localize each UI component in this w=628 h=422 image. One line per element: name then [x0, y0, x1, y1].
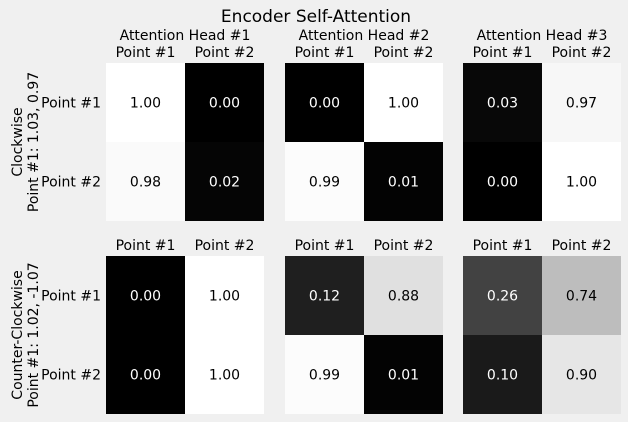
cell-value-label: 0.00 — [130, 289, 161, 305]
heatmap-cell — [285, 256, 364, 335]
x-tick-label: Point #1 — [295, 238, 355, 254]
y-tick-label: Point #1 — [41, 289, 101, 305]
y-tick-label: Point #2 — [41, 175, 101, 191]
heatmap-cell — [463, 63, 542, 142]
cell-value-label: 0.10 — [487, 368, 518, 384]
cell-value-label: 0.97 — [566, 96, 597, 112]
heatmap-cell — [185, 142, 264, 221]
cell-value-label: 1.00 — [566, 175, 597, 191]
row-title-line: Point #1: 1.03, 0.97 — [26, 72, 42, 212]
heatmap-cell — [106, 256, 185, 335]
x-tick-label: Point #2 — [195, 238, 255, 254]
heatmap-cell — [285, 142, 364, 221]
heatmap-cell — [185, 63, 264, 142]
heatmap-cell — [106, 142, 185, 221]
heatmap-cell — [364, 335, 443, 414]
heatmap-cell — [185, 335, 264, 414]
heatmap-cell — [542, 256, 621, 335]
cell-value-label: 0.01 — [388, 175, 419, 191]
x-tick-label: Point #2 — [552, 45, 612, 61]
cell-value-label: 1.00 — [388, 96, 419, 112]
head-title: Attention Head #1 — [120, 28, 251, 44]
heatmap-cell — [364, 256, 443, 335]
cell-value-label: 0.00 — [209, 96, 240, 112]
cell-value-label: 0.00 — [309, 96, 340, 112]
cell-value-label: 0.90 — [566, 368, 597, 384]
figure-title: Encoder Self-Attention — [221, 7, 411, 27]
cell-value-label: 0.00 — [130, 368, 161, 384]
row-title-line: Clockwise — [10, 107, 26, 176]
x-tick-label: Point #1 — [473, 238, 533, 254]
x-tick-label: Point #1 — [116, 238, 176, 254]
cell-value-label: 1.00 — [130, 96, 161, 112]
y-tick-label: Point #1 — [41, 96, 101, 112]
row-title-line: Point #1: 1.02, -1.07 — [26, 262, 42, 407]
heatmap-cell — [285, 63, 364, 142]
cell-value-label: 0.74 — [566, 289, 597, 305]
cell-value-label: 0.26 — [487, 289, 518, 305]
x-tick-label: Point #1 — [116, 45, 176, 61]
row-title: Counter-ClockwisePoint #1: 1.02, -1.07 — [10, 262, 42, 407]
heatmap-cell — [463, 142, 542, 221]
heatmap-cell — [542, 142, 621, 221]
x-tick-label: Point #2 — [374, 45, 434, 61]
heatmap-cell — [463, 335, 542, 414]
x-tick-label: Point #2 — [374, 238, 434, 254]
heatmap-cell — [463, 256, 542, 335]
x-tick-label: Point #2 — [195, 45, 255, 61]
heatmap-cell — [285, 335, 364, 414]
heatmap-cell — [542, 335, 621, 414]
head-title: Attention Head #2 — [299, 28, 430, 44]
cell-value-label: 0.00 — [487, 175, 518, 191]
cell-value-label: 1.00 — [209, 289, 240, 305]
cell-value-label: 0.98 — [130, 175, 161, 191]
heatmap-cell — [542, 63, 621, 142]
heatmap-cell — [106, 63, 185, 142]
head-title: Attention Head #3 — [477, 28, 608, 44]
row-title: ClockwisePoint #1: 1.03, 0.97 — [10, 72, 42, 212]
cell-value-label: 0.03 — [487, 96, 518, 112]
heatmap-cell — [106, 335, 185, 414]
heatmap-cell — [364, 142, 443, 221]
heatmap-panels: Attention Head #1 Attention Head #2 Attent… — [10, 28, 621, 414]
cell-value-label: 0.99 — [309, 368, 340, 384]
x-tick-label: Point #1 — [295, 45, 355, 61]
cell-value-label: 0.88 — [388, 289, 419, 305]
cell-value-label: 0.99 — [309, 175, 340, 191]
x-tick-label: Point #1 — [473, 45, 533, 61]
x-tick-label: Point #2 — [552, 238, 612, 254]
cell-value-label: 0.02 — [209, 175, 240, 191]
cell-value-label: 0.12 — [309, 289, 340, 305]
heatmap-cell — [364, 63, 443, 142]
heatmap-cell — [185, 256, 264, 335]
cell-value-label: 1.00 — [209, 368, 240, 384]
y-tick-label: Point #2 — [41, 368, 101, 384]
cell-value-label: 0.01 — [388, 368, 419, 384]
row-title-line: Counter-Clockwise — [10, 270, 26, 399]
